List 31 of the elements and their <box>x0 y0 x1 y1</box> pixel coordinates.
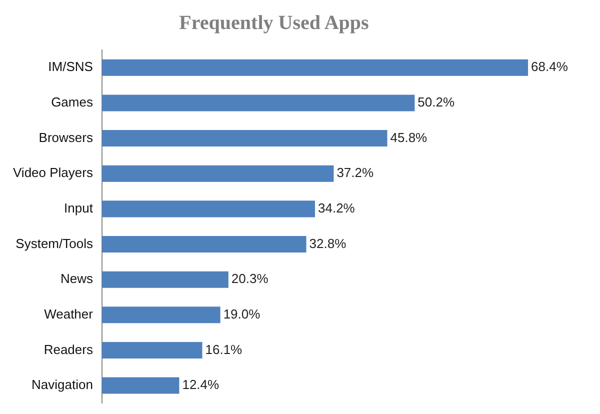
y-tick-label: Input <box>64 200 94 216</box>
data-label: 32.8% <box>309 236 347 251</box>
data-label: 34.2% <box>318 200 356 216</box>
y-tick-label: Browsers <box>38 130 94 145</box>
y-tick-label: Navigation <box>32 377 93 392</box>
chart-title: Frequently Used Apps <box>179 12 370 34</box>
data-label: 20.3% <box>231 271 269 286</box>
data-label: 19.0% <box>223 306 261 322</box>
data-label: 50.2% <box>418 94 455 110</box>
bar <box>102 200 316 218</box>
bar <box>102 271 228 288</box>
bar <box>102 342 202 358</box>
data-label: 16.1% <box>205 342 243 357</box>
y-tick-label: IM/SNS <box>48 59 94 74</box>
bar <box>102 165 334 182</box>
y-tick-label: Video Players <box>12 165 94 180</box>
bar <box>102 94 415 112</box>
data-label: 37.2% <box>336 165 374 180</box>
y-tick-label: News <box>60 271 94 286</box>
data-label: 68.4% <box>531 59 568 74</box>
bar <box>102 59 528 76</box>
bar <box>102 377 180 394</box>
y-tick-label: System/Tools <box>16 236 94 251</box>
data-label: 45.8% <box>390 130 428 145</box>
y-tick-label: Weather <box>44 306 94 322</box>
y-tick-label: Readers <box>44 342 94 357</box>
data-label: 12.4% <box>182 377 220 392</box>
bar <box>102 306 220 324</box>
bar <box>102 236 306 253</box>
bar <box>102 130 388 147</box>
y-tick-label: Games <box>51 94 94 110</box>
